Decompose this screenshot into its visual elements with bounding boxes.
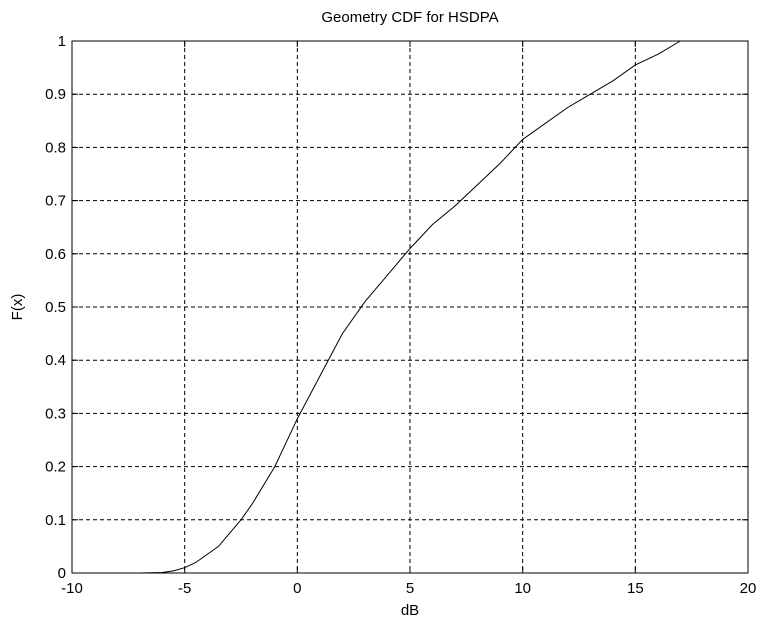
x-tick-label: 20 [740, 580, 757, 597]
y-tick-label: 0.5 [45, 299, 66, 316]
y-tick-label: 0.8 [45, 139, 66, 156]
x-tick-label: 15 [627, 580, 644, 597]
x-tick-label: 0 [293, 580, 301, 597]
y-tick-label: 0.6 [45, 246, 66, 263]
y-tick-label: 0.4 [45, 352, 66, 369]
x-tick-label: -5 [178, 580, 191, 597]
plot-frame [71, 40, 749, 574]
y-tick-label: 0.7 [45, 193, 66, 210]
x-tick-label: 10 [514, 580, 531, 597]
y-tick-label: 0.2 [45, 459, 66, 476]
x-tick-label: 5 [406, 580, 414, 597]
x-axis-label: dB [401, 602, 419, 619]
x-tick-label: -10 [61, 580, 83, 597]
y-tick-label: 0.9 [45, 86, 66, 103]
data-line [117, 40, 681, 574]
y-tick-label: 0 [58, 565, 66, 582]
chart-title: Geometry CDF for HSDPA [321, 9, 498, 26]
y-tick-label: 0.1 [45, 512, 66, 529]
y-tick-label: 1 [58, 33, 66, 50]
y-axis-label: F(x) [9, 294, 26, 321]
y-tick-label: 0.3 [45, 405, 66, 422]
